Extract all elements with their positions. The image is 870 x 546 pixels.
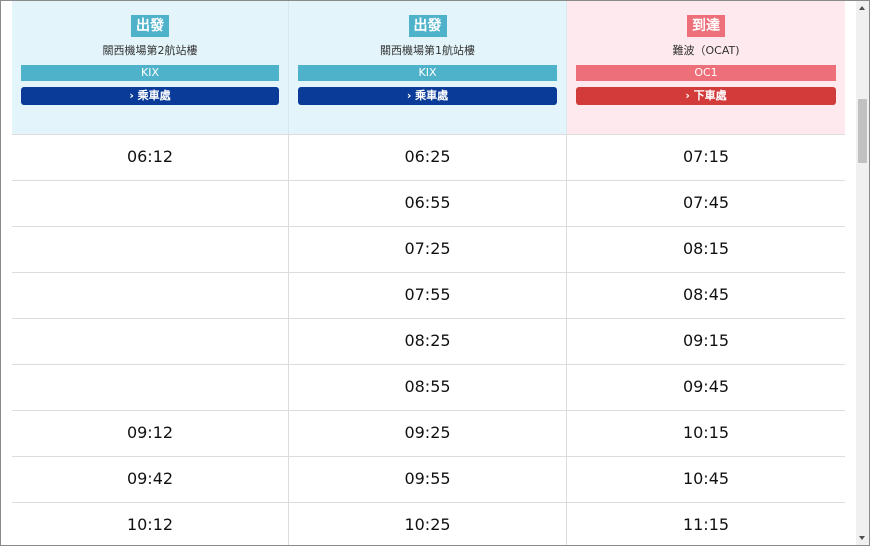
table-row: 10:12 10:25 11:15 [12, 503, 845, 545]
table-row: 07:25 08:15 [12, 227, 845, 273]
time-cell: 11:15 [682, 515, 730, 534]
time-cell [12, 227, 289, 272]
timetable-scroll-area: 出發 關西機場第2航站樓 KIX › 乘車處 出發 關西機場第1航站樓 KIX … [1, 1, 856, 545]
time-cell [12, 181, 289, 226]
stop-code: KIX [21, 65, 279, 81]
table-row: 07:55 08:45 [12, 273, 845, 319]
alighting-location-button[interactable]: › 下車處 [576, 87, 836, 105]
timetable-header: 出發 關西機場第2航站樓 KIX › 乘車處 出發 關西機場第1航站樓 KIX … [12, 1, 845, 135]
time-cell [12, 365, 289, 410]
table-row: 09:12 09:25 10:15 [12, 411, 845, 457]
time-cell: 08:15 [682, 239, 730, 258]
scroll-up-arrow-icon[interactable] [856, 1, 869, 14]
stop-name: 難波（OCAT) [672, 44, 740, 57]
time-cell: 09:45 [682, 377, 730, 396]
time-cell: 10:12 [12, 503, 289, 545]
departure-badge: 出發 [131, 15, 169, 37]
time-cell: 08:45 [682, 285, 730, 304]
time-cell: 09:55 [289, 457, 567, 502]
stop-code: KIX [298, 65, 557, 81]
boarding-location-button[interactable]: › 乘車處 [21, 87, 279, 105]
time-cell: 06:55 [289, 181, 567, 226]
scroll-down-arrow-icon[interactable] [856, 532, 869, 545]
table-row: 08:25 09:15 [12, 319, 845, 365]
time-cell: 09:15 [682, 331, 730, 350]
time-cell: 08:25 [289, 319, 567, 364]
time-cell [12, 273, 289, 318]
table-row: 09:42 09:55 10:45 [12, 457, 845, 503]
stop-name: 關西機場第2航站樓 [102, 44, 198, 57]
scrollbar-thumb[interactable] [858, 99, 867, 163]
time-cell [12, 319, 289, 364]
vertical-scrollbar[interactable] [856, 1, 869, 545]
time-cell: 07:45 [682, 193, 730, 212]
time-cell: 07:55 [289, 273, 567, 318]
time-cell: 07:15 [682, 147, 730, 166]
boarding-location-button[interactable]: › 乘車處 [298, 87, 557, 105]
arrival-badge: 到達 [687, 15, 725, 37]
time-cell: 08:55 [289, 365, 567, 410]
table-row: 06:12 06:25 07:15 [12, 135, 845, 181]
timetable: 出發 關西機場第2航站樓 KIX › 乘車處 出發 關西機場第1航站樓 KIX … [12, 1, 845, 545]
time-cell: 10:15 [682, 423, 730, 442]
column-header-departure-t2: 出發 關西機場第2航站樓 KIX › 乘車處 [12, 1, 289, 134]
table-row: 06:55 07:45 [12, 181, 845, 227]
time-cell: 07:25 [289, 227, 567, 272]
time-cell: 09:42 [12, 457, 289, 502]
column-header-departure-t1: 出發 關西機場第1航站樓 KIX › 乘車處 [289, 1, 567, 134]
time-cell: 09:12 [12, 411, 289, 456]
time-cell: 10:25 [289, 503, 567, 545]
time-cell: 06:12 [12, 135, 289, 180]
table-row: 08:55 09:45 [12, 365, 845, 411]
departure-badge: 出發 [408, 15, 447, 37]
time-cell: 09:25 [289, 411, 567, 456]
stop-name: 關西機場第1航站樓 [380, 44, 475, 57]
time-cell: 06:25 [289, 135, 567, 180]
column-header-arrival-ocat: 到達 難波（OCAT) OC1 › 下車處 [567, 1, 845, 134]
stop-code: OC1 [576, 65, 836, 81]
time-cell: 10:45 [682, 469, 730, 488]
